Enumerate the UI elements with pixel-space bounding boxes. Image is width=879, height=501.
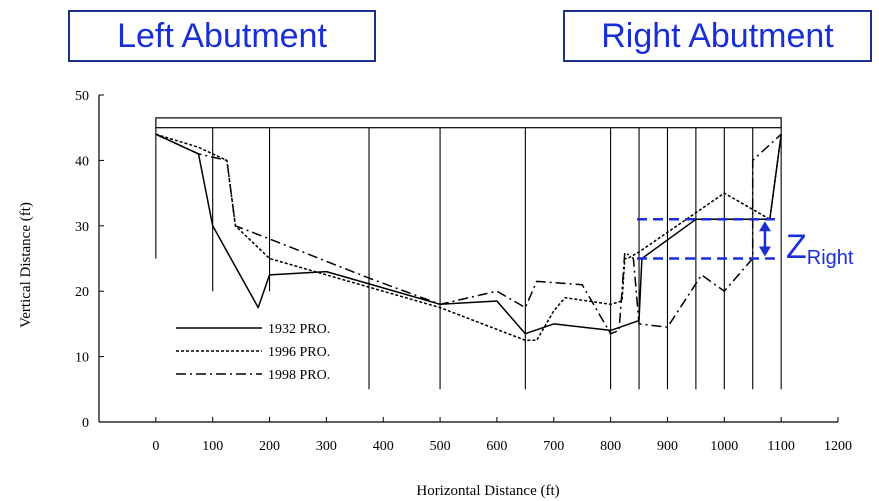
y-tick-label: 20 (75, 285, 89, 300)
y-tick-label: 50 (75, 89, 89, 104)
series-line-1 (155, 133, 782, 335)
legend-label-2: 1996 PRO. (268, 345, 330, 360)
z-right-arrow-head-up (758, 221, 771, 232)
x-tick-label: 600 (486, 439, 507, 454)
y-axis-title: Vertical Distance (ft) (18, 202, 34, 328)
x-tick-label: 900 (657, 439, 678, 454)
legend-label-1: 1932 PRO. (268, 322, 330, 337)
z-right-main: Z (786, 228, 807, 266)
series-line-3 (155, 133, 782, 335)
x-tick-label: 300 (316, 439, 337, 454)
y-tick-label: 0 (82, 416, 89, 431)
x-tick-label: 1100 (767, 439, 794, 454)
x-tick-label: 400 (373, 439, 394, 454)
x-tick-label: 1200 (824, 439, 852, 454)
x-tick-label: 0 (152, 439, 159, 454)
y-tick-label: 30 (75, 220, 89, 235)
y-tick-label: 40 (75, 154, 89, 169)
right-abutment-label: Right Abutment (563, 10, 872, 62)
z-right-arrow-head-down (758, 246, 771, 257)
left-abutment-label: Left Abutment (68, 10, 376, 62)
x-tick-label: 200 (259, 439, 280, 454)
series-line-2 (155, 133, 782, 342)
x-tick-label: 800 (600, 439, 621, 454)
x-axis-title: Horizontal Distance (ft) (416, 483, 559, 499)
z-right-subscript: Right (807, 247, 854, 269)
x-tick-label: 500 (430, 439, 451, 454)
bridge-deck (155, 117, 782, 129)
z-right-label: ZRight (786, 228, 854, 269)
x-tick-label: 100 (202, 439, 223, 454)
y-tick-label: 10 (75, 351, 89, 366)
legend-label-3: 1998 PRO. (268, 368, 330, 383)
x-tick-label: 1000 (710, 439, 738, 454)
x-tick-label: 700 (543, 439, 564, 454)
